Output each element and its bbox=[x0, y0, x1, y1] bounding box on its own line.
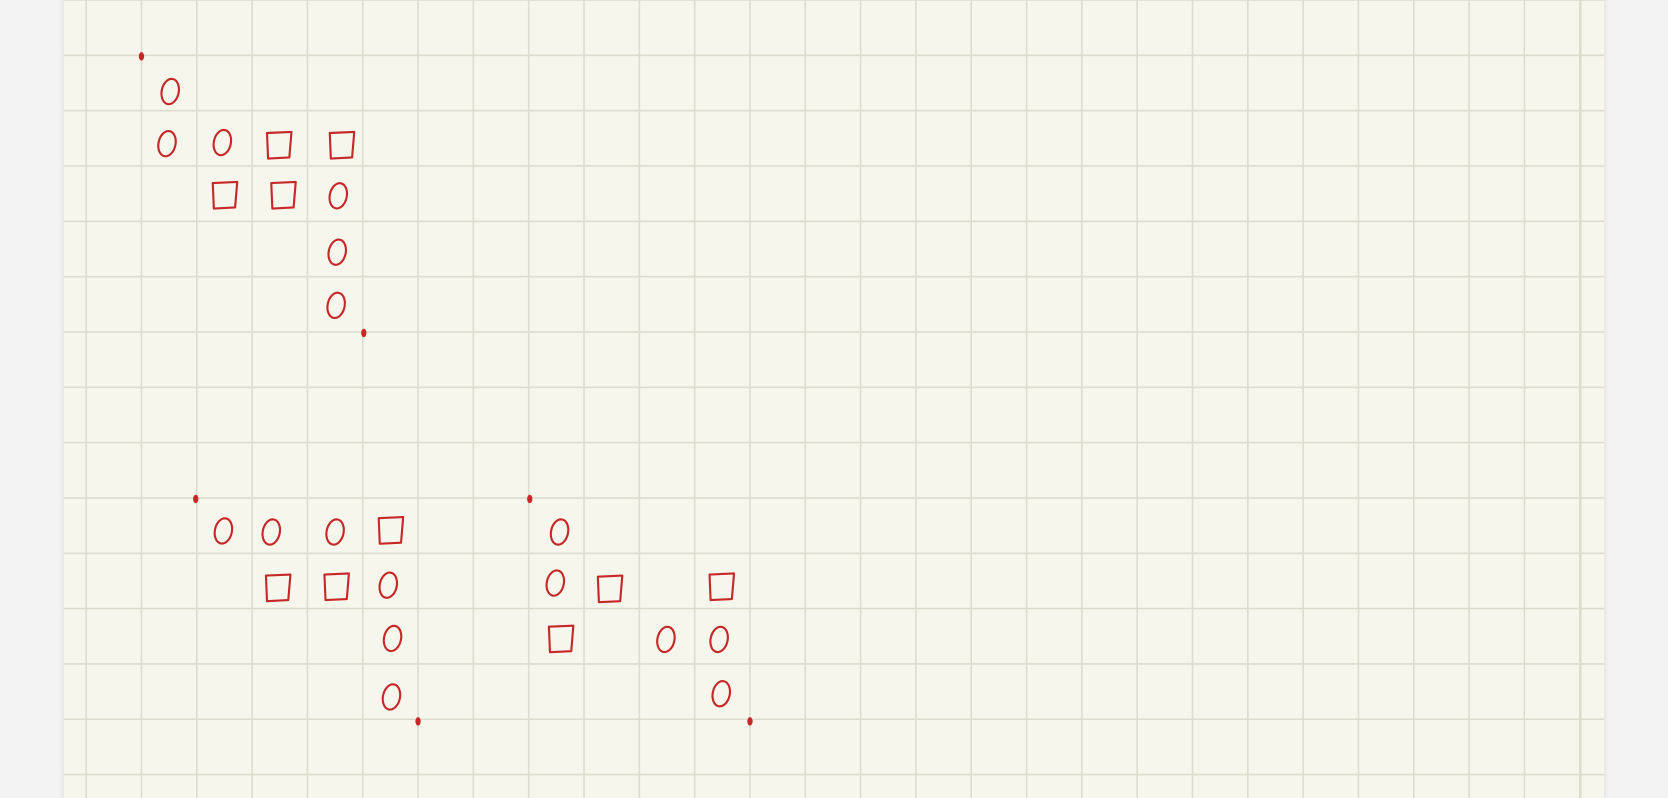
ink-zero bbox=[213, 517, 234, 545]
ink-square bbox=[328, 130, 356, 160]
ink-square bbox=[547, 624, 575, 654]
grid bbox=[63, 0, 1605, 798]
ink-square bbox=[377, 516, 405, 545]
ink-square bbox=[264, 573, 292, 603]
ink-square bbox=[270, 180, 297, 210]
ink-zero bbox=[378, 571, 399, 599]
ink-zero bbox=[327, 238, 348, 266]
ink-dot bbox=[361, 328, 367, 338]
ink-zero bbox=[656, 625, 676, 654]
ink-square bbox=[211, 180, 239, 210]
paper bbox=[63, 0, 1605, 798]
ink-zero bbox=[325, 518, 345, 546]
ink-square bbox=[265, 130, 293, 160]
ink-zero bbox=[381, 683, 402, 711]
ink-layer bbox=[138, 52, 753, 726]
ink-dot bbox=[138, 52, 145, 61]
ink-zero bbox=[328, 182, 349, 210]
ink-zero bbox=[711, 680, 732, 708]
ink-zero bbox=[382, 624, 403, 653]
ink-dot bbox=[415, 717, 421, 726]
ink-zero bbox=[326, 291, 346, 320]
ink-zero bbox=[212, 128, 233, 157]
ink-dot bbox=[747, 717, 753, 726]
ink-zero bbox=[261, 518, 282, 546]
ink-dot bbox=[527, 494, 533, 504]
ink-dot bbox=[193, 494, 199, 504]
ink-zero bbox=[157, 129, 177, 158]
ink-zero bbox=[160, 77, 181, 106]
ink-square bbox=[323, 572, 350, 602]
ink-zero bbox=[545, 569, 566, 597]
ink-square bbox=[596, 574, 624, 604]
ink-zero bbox=[549, 518, 570, 546]
ink-zero bbox=[709, 625, 729, 654]
ink-square bbox=[708, 572, 736, 602]
